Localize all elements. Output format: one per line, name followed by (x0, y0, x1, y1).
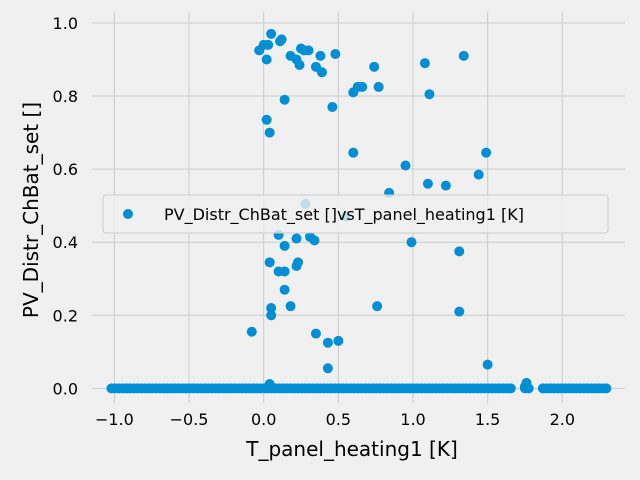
data-point (330, 49, 341, 60)
data-point (322, 337, 333, 348)
y-tick-labels: 0.0 0.2 0.4 0.6 0.8 1.0 (53, 14, 78, 398)
data-point (454, 246, 465, 257)
x-tick-label: 2.0 (550, 410, 575, 429)
data-point (315, 50, 326, 61)
data-point (348, 147, 359, 158)
data-point (316, 67, 327, 78)
data-point (279, 266, 290, 277)
data-point (373, 81, 384, 92)
data-point (266, 310, 277, 321)
data-point (505, 383, 516, 394)
legend-label: PV_Distr_ChBat_set []vsT_panel_heating1 … (164, 205, 524, 225)
data-point (481, 147, 492, 158)
legend-box (102, 194, 609, 234)
data-point (310, 328, 321, 339)
y-tick-label: 0.6 (53, 160, 78, 179)
data-point (264, 378, 275, 389)
data-point (285, 301, 296, 312)
x-tick-label: 0.0 (251, 410, 276, 429)
data-point (294, 59, 305, 70)
data-point (369, 61, 380, 72)
data-point (264, 257, 275, 268)
x-tick-label: −0.5 (170, 410, 209, 429)
data-point (275, 36, 286, 47)
data-point (263, 39, 274, 50)
data-point (357, 81, 368, 92)
data-point (400, 160, 411, 171)
data-points (106, 28, 612, 394)
data-point (419, 58, 430, 69)
data-point (261, 114, 272, 125)
data-point (327, 102, 338, 113)
x-tick-label: 0.5 (326, 410, 351, 429)
data-point (264, 127, 275, 138)
data-point (246, 326, 257, 337)
data-point (291, 233, 302, 244)
data-point (454, 306, 465, 317)
data-point (473, 169, 484, 180)
data-point (482, 359, 493, 370)
y-tick-label: 0.0 (53, 379, 78, 398)
data-point (424, 89, 435, 100)
x-tick-label: 1.5 (475, 410, 500, 429)
data-point (279, 284, 290, 295)
x-axis-label: T_panel_heating1 [K] (245, 437, 458, 461)
y-tick-label: 0.2 (53, 306, 78, 325)
data-point (291, 260, 302, 271)
data-point (266, 302, 277, 313)
data-point (440, 180, 451, 191)
data-point (279, 94, 290, 105)
x-tick-label: −1.0 (95, 410, 134, 429)
data-point (406, 237, 417, 248)
legend-marker (123, 209, 133, 219)
y-tick-label: 0.8 (53, 87, 78, 106)
data-point (519, 381, 530, 392)
data-point (303, 45, 314, 56)
data-point (322, 363, 333, 374)
data-point (261, 54, 272, 65)
data-point (422, 178, 433, 189)
data-point (309, 235, 320, 246)
data-point (266, 28, 277, 39)
data-point (372, 301, 383, 312)
y-tick-label: 1.0 (53, 14, 78, 33)
data-point (601, 383, 612, 394)
y-tick-label: 0.4 (53, 233, 78, 252)
x-tick-labels: −1.0 −0.5 0.0 0.5 1.0 1.5 2.0 (95, 410, 575, 429)
legend: PV_Distr_ChBat_set []vsT_panel_heating1 … (102, 194, 609, 234)
y-axis-label: PV_Distr_ChBat_set [] (19, 102, 43, 318)
x-tick-label: 1.0 (400, 410, 425, 429)
data-point (458, 50, 469, 61)
data-point (279, 240, 290, 251)
data-point (333, 335, 344, 346)
